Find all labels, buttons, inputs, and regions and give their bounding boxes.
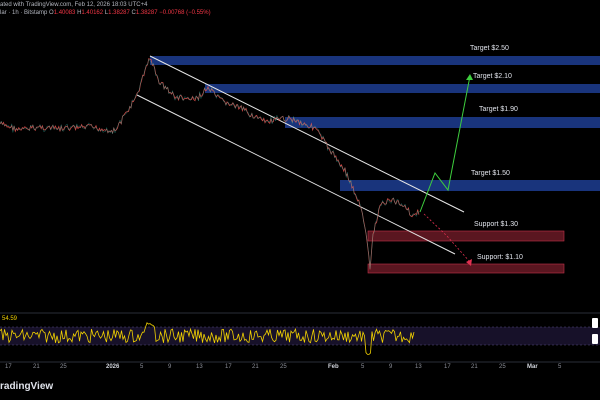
tick-month: Feb (328, 364, 339, 370)
tick: 25 (499, 364, 506, 370)
price-scale-handle-top[interactable] (592, 318, 598, 328)
zone-support-1-10 (367, 263, 565, 274)
tick: 5 (140, 364, 144, 370)
tradingview-logo-text: radingView (0, 381, 54, 392)
label-support-1-30: Support $1.30 (474, 221, 518, 228)
zone-target-2-10 (205, 84, 600, 93)
tick: 17 (5, 364, 12, 370)
low-value: 1.38287 (108, 10, 130, 16)
open-value: 1.40083 (53, 10, 76, 16)
bearish-arrowhead (466, 259, 472, 266)
tick: 21 (33, 364, 40, 370)
publish-info: ated with TradingView.com, Feb 12, 2026 … (0, 2, 148, 8)
symbol-label: lar · 1h · Bitstamp (0, 10, 48, 16)
high-value: 1.40162 (81, 10, 104, 16)
zone-target-1-50 (340, 180, 600, 191)
change-value: −0.00768 (−0.55%) (159, 10, 211, 16)
chart-header: ated with TradingView.com, Feb 12, 2026 … (0, 0, 600, 20)
tick-year: 2026 (106, 364, 120, 370)
tick: 17 (444, 364, 451, 370)
tick-month: Mar (527, 364, 538, 370)
price-line-up (0, 58, 420, 269)
label-target-2-50: Target $2.50 (470, 45, 509, 52)
label-target-1-90: Target $1.90 (479, 106, 518, 113)
bullish-projection-path[interactable] (419, 75, 471, 213)
tick: 13 (415, 364, 422, 370)
tick: 21 (252, 364, 259, 370)
tick: 21 (471, 364, 478, 370)
zone-target-2-50 (150, 56, 600, 65)
rsi-line (0, 322, 415, 355)
tick: 9 (389, 364, 393, 370)
channel-lower-line[interactable] (136, 94, 456, 255)
time-axis[interactable]: 17 21 25 2026 5 9 13 17 21 25 Feb 5 9 13… (0, 364, 600, 374)
zone-support-1-30 (367, 230, 565, 242)
close-value: 1.38287 (135, 10, 158, 16)
zone-target-1-90 (285, 117, 600, 128)
tick: 5 (361, 364, 365, 370)
label-support-1-10: Support: $1.10 (477, 254, 523, 261)
tick: 13 (196, 364, 203, 370)
rsi-band (0, 327, 600, 345)
projection-arrowhead (466, 74, 473, 80)
ohlc-legend: lar · 1h · Bitstamp O1.40083 H1.40162 L1… (0, 10, 211, 16)
channel-upper-line[interactable] (149, 55, 465, 213)
tick: 5 (558, 364, 562, 370)
tick: 17 (225, 364, 232, 370)
tick: 25 (280, 364, 287, 370)
tick: 9 (168, 364, 172, 370)
price-scale-handle-bottom[interactable] (592, 334, 598, 344)
rsi-value: 54.59 (2, 316, 18, 322)
tick: 25 (60, 364, 67, 370)
label-target-1-50: Target $1.50 (471, 170, 510, 177)
label-target-2-10: Target $2.10 (473, 73, 512, 80)
